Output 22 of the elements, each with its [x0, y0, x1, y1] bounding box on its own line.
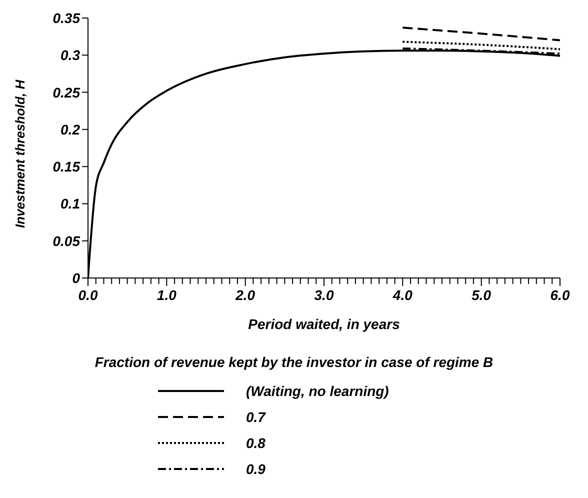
x-tick-label: 4.0	[392, 287, 413, 303]
y-tick-label: 0.35	[52, 10, 80, 26]
y-tick-label: 0.2	[60, 121, 80, 138]
legend-label: 0.9	[246, 461, 266, 477]
x-tick-label: 5.0	[472, 287, 492, 303]
y-tick-label: 0.1	[60, 196, 80, 212]
x-tick-label: 2.0	[234, 287, 256, 303]
legend-label: (Waiting, no learning)	[246, 383, 389, 399]
legend-label: 0.7	[246, 409, 266, 425]
y-tick-label: 0.25	[52, 84, 80, 100]
x-tick-label: 1.0	[156, 287, 177, 303]
y-tick-label: 0.05	[52, 232, 80, 249]
y-tick-label: 0.15	[52, 158, 80, 175]
x-axis-title: Period waited, in years	[248, 316, 400, 332]
x-tick-label: 0.0	[78, 287, 98, 303]
legend-title: Fraction of revenue kept by the investor in case of regime B	[94, 354, 494, 370]
y-tick-label: 0	[72, 270, 80, 286]
x-tick-label: 6.0	[550, 287, 570, 303]
x-tick-label: 3.0	[314, 287, 334, 303]
y-tick-label: 0.3	[60, 47, 80, 64]
y-axis-title: Investment threshold, H	[12, 79, 28, 228]
legend-label: 0.8	[246, 435, 266, 451]
